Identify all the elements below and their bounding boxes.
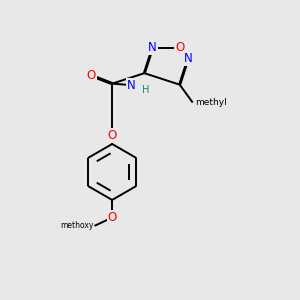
Text: O: O: [107, 129, 117, 142]
Text: N: N: [148, 41, 157, 54]
Text: methoxy: methoxy: [60, 221, 93, 230]
Text: H: H: [142, 85, 150, 95]
Text: O: O: [175, 41, 184, 54]
Text: O: O: [86, 69, 96, 82]
Text: O: O: [107, 211, 117, 224]
Text: N: N: [127, 79, 136, 92]
Text: methyl: methyl: [195, 98, 226, 107]
Text: N: N: [184, 52, 192, 65]
